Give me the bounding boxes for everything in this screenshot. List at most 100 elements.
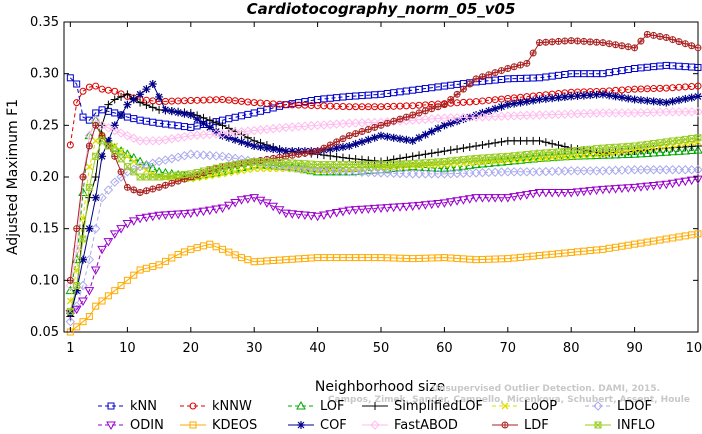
y-tick-label: 0.10 — [30, 273, 59, 288]
data-point — [439, 169, 450, 179]
data-point — [566, 109, 576, 119]
data-point — [357, 137, 366, 146]
data-point — [90, 223, 101, 234]
data-point — [141, 159, 152, 169]
legend-item-odin: ODIN — [98, 418, 164, 433]
data-point — [155, 183, 163, 191]
data-point — [263, 165, 271, 173]
data-point — [130, 158, 138, 165]
legend-label: ODIN — [130, 418, 164, 433]
legend-item-ldf: LDF — [492, 418, 549, 433]
data-point — [326, 145, 335, 154]
data-point — [593, 145, 601, 153]
data-point — [586, 145, 594, 153]
y-tick-label: 0.05 — [30, 325, 59, 340]
data-point — [174, 171, 182, 179]
data-point — [238, 160, 246, 168]
chart-title: Cardiotocography_norm_05_v05 — [247, 0, 516, 18]
data-point — [66, 74, 74, 82]
data-point — [116, 172, 126, 182]
data-point — [198, 207, 209, 217]
y-tick-label: 0.35 — [30, 15, 59, 30]
data-point — [104, 100, 113, 109]
data-point — [548, 139, 557, 148]
data-point — [110, 177, 120, 187]
data-point — [573, 91, 582, 100]
data-point — [466, 80, 474, 88]
data-point — [541, 94, 550, 103]
data-point — [434, 103, 442, 111]
data-point — [503, 100, 512, 109]
data-point — [326, 151, 335, 160]
data-point — [65, 316, 76, 327]
data-point — [667, 179, 678, 189]
data-point — [85, 163, 93, 171]
data-point — [415, 151, 424, 160]
data-point — [244, 159, 252, 167]
data-point — [650, 32, 658, 39]
data-point — [65, 285, 76, 295]
data-point — [591, 108, 602, 118]
data-point — [350, 206, 361, 215]
data-point — [504, 152, 512, 160]
data-point — [186, 111, 195, 119]
data-point — [142, 166, 150, 174]
data-point — [504, 65, 512, 72]
data-point — [122, 130, 133, 141]
data-point — [674, 96, 683, 105]
data-point — [364, 135, 373, 144]
data-point — [439, 199, 450, 208]
data-point — [484, 139, 493, 148]
data-point — [559, 151, 570, 161]
data-point — [135, 156, 145, 165]
data-point — [472, 142, 481, 150]
data-point — [123, 183, 131, 191]
data-point — [193, 115, 202, 124]
data-point — [643, 96, 652, 105]
data-point — [605, 40, 613, 48]
data-point — [369, 167, 380, 178]
data-point — [580, 152, 588, 159]
legend-label: FastABOD — [394, 418, 458, 433]
data-point — [293, 210, 304, 220]
data-point — [668, 97, 677, 106]
data-point — [79, 318, 87, 326]
data-point — [522, 110, 532, 121]
data-point — [485, 71, 493, 79]
data-point — [256, 143, 265, 152]
data-point — [79, 255, 88, 264]
data-point — [129, 133, 139, 143]
legend-item-simplifiedlof: SimplifiedLOF — [362, 399, 483, 414]
data-point — [427, 127, 436, 136]
legend-swatch-marker — [189, 421, 197, 429]
y-tick-label: 0.25 — [30, 118, 59, 133]
data-point — [122, 220, 133, 229]
data-point — [231, 161, 239, 169]
data-point — [428, 105, 436, 113]
data-point — [642, 107, 652, 118]
data-point — [433, 169, 443, 179]
data-point — [73, 80, 81, 88]
x-tick-label: 50 — [373, 341, 390, 356]
data-point — [238, 167, 245, 175]
data-point — [225, 169, 233, 177]
data-point — [496, 194, 507, 203]
data-point — [319, 211, 329, 221]
data-point — [605, 91, 614, 100]
data-point — [135, 136, 145, 146]
data-point — [540, 189, 551, 198]
data-point — [567, 147, 575, 155]
data-point — [484, 167, 494, 178]
data-point — [300, 211, 310, 221]
data-point — [477, 112, 488, 122]
data-point — [547, 166, 557, 177]
data-point — [693, 145, 702, 154]
x-tick-label: 70 — [500, 341, 517, 356]
data-point — [472, 111, 481, 119]
data-point — [445, 162, 456, 172]
series-knn — [66, 61, 702, 131]
data-point — [218, 121, 227, 130]
data-point — [637, 141, 645, 149]
data-point — [129, 95, 138, 104]
